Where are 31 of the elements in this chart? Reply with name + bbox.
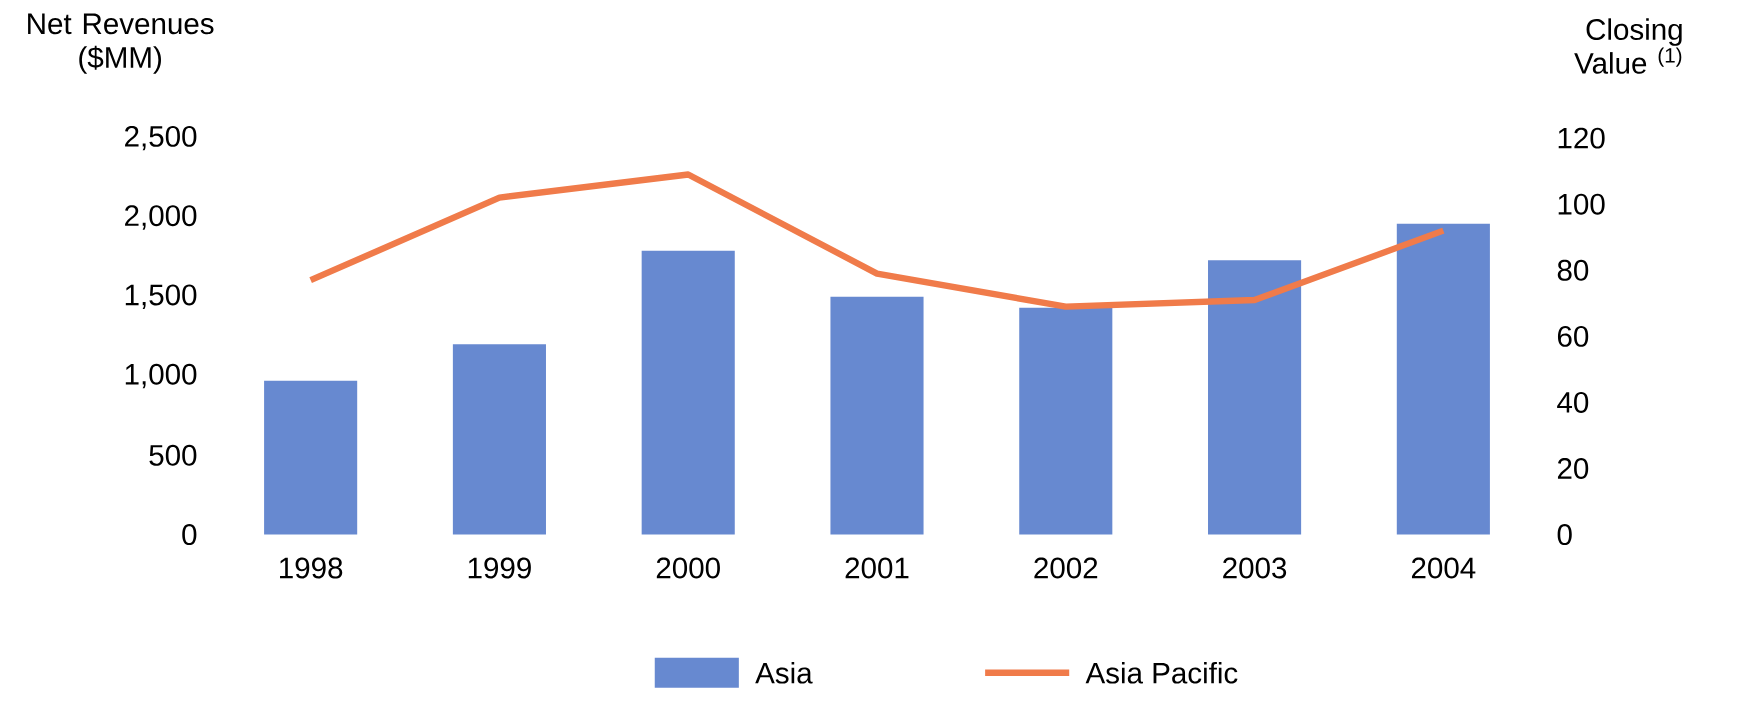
bar [641, 250, 735, 535]
y-tick-label: 1,500 [125, 284, 197, 310]
x-tick-label: 2001 [845, 557, 909, 579]
y2-tick-label: 100 [1558, 193, 1605, 215]
y-tick-label: 2,000 [125, 205, 197, 230]
x-tick-label: 2000 [656, 557, 720, 579]
y2-tick-label: 0 [1557, 524, 1572, 546]
legend-label: Asia Pacific [1085, 661, 1238, 684]
y2-tick-label: 20 [1557, 458, 1589, 480]
x-tick-label: 1999 [468, 557, 531, 579]
bar [830, 296, 924, 535]
x-tick-label: 2002 [1034, 557, 1098, 579]
y-tick-label: 1,000 [125, 363, 197, 389]
bar [452, 344, 546, 535]
y2-tick-label: 40 [1557, 392, 1589, 414]
x-tick-label: 1998 [280, 557, 343, 579]
y-axis-title: Net Revenues ($MM) [28, 13, 214, 74]
y2-tick-label: 120 [1558, 127, 1605, 149]
y-tick-label: 0 [182, 524, 197, 546]
x-tick-label: 2004 [1411, 557, 1476, 579]
y2-axis-title: Closing Value $^{(1)}$ [1574, 18, 1682, 74]
bar [1208, 260, 1302, 535]
bar [1019, 307, 1113, 535]
y2-tick-label: 60 [1557, 325, 1589, 347]
legend-label: Asia [755, 661, 813, 684]
bar [264, 380, 358, 535]
y-tick-label: 500 [149, 444, 197, 466]
y2-tick-label: 80 [1557, 259, 1589, 281]
bar [1396, 223, 1490, 535]
x-tick-label: 2003 [1223, 557, 1287, 579]
y-tick-label: 2,500 [125, 126, 197, 151]
